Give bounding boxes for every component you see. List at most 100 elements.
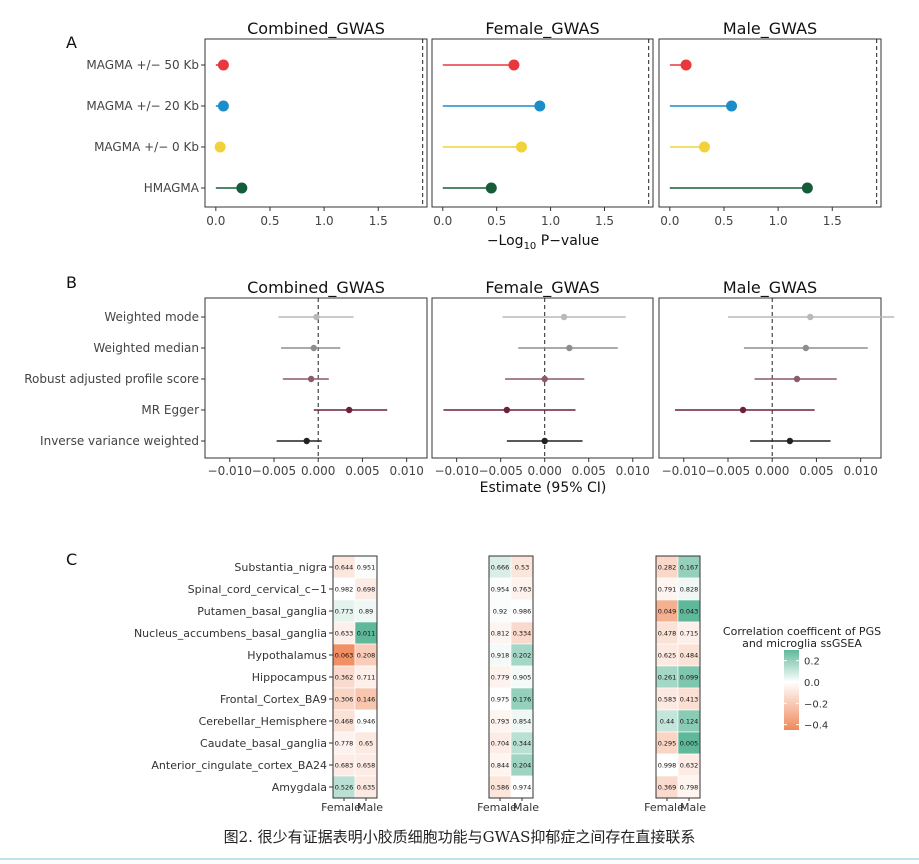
panel-a-x-tick-label: 0.5 xyxy=(487,214,506,228)
panel-c-row-label: Anterior_cingulate_cortex_BA24 xyxy=(151,759,327,772)
panel-a-x-tick-label: 1.5 xyxy=(369,214,388,228)
panel-a-y-tick-label: MAGMA +/− 50 Kb xyxy=(86,58,199,72)
panel-c-cell-p-value: 0.099 xyxy=(680,674,699,682)
panel-a-facet-frame xyxy=(431,38,654,208)
panel-c-cell-p-value: 0.586 xyxy=(491,784,510,792)
panel-c-cell-p-value: 0.704 xyxy=(491,740,510,748)
panel-c-row-label: Nucleus_accumbens_basal_ganglia xyxy=(134,627,327,640)
panel-c-cell-p-value: 0.683 xyxy=(335,762,354,770)
panel-b-estimate-point xyxy=(739,406,747,414)
panel-c-cell-p-value: 0.635 xyxy=(357,784,376,792)
panel-c-legend-title: Correlation coefficent of PGS xyxy=(723,625,881,638)
panel-c-legend-title: and microglia ssGSEA xyxy=(742,637,862,650)
panel-c-cell-p-value: 0.763 xyxy=(513,586,532,594)
panel-a-lollipop-point xyxy=(485,182,497,194)
panel-c-cell-p-value: 0.063 xyxy=(335,652,354,660)
panel-c-label: C xyxy=(66,550,77,569)
panel-b-facet-title: Combined_GWAS xyxy=(247,278,385,298)
panel-c-cell-p-value: 0.011 xyxy=(357,630,376,638)
panel-c-cell-p-value: 0.44 xyxy=(660,718,674,726)
panel-c-legend-tick-label: 0.0 xyxy=(804,678,820,689)
panel-a-lollipop-point xyxy=(534,100,546,112)
panel-a-x-tick-label: 0.5 xyxy=(260,214,279,228)
panel-a-x-tick-label: 1.5 xyxy=(595,214,614,228)
panel-b-x-tick-label: 0.005 xyxy=(799,464,833,478)
panel-c-cell-p-value: 0.583 xyxy=(658,696,677,704)
panel-b-x-tick-label: 0.010 xyxy=(843,464,877,478)
panel-c-cell-p-value: 0.208 xyxy=(357,652,376,660)
panel-b-y-tick-label: Weighted median xyxy=(93,341,199,355)
panel-c-cell-p-value: 0.951 xyxy=(357,564,376,572)
panel-c-cell-p-value: 0.92 xyxy=(493,608,507,616)
panel-c-row-label: Spinal_cord_cervical_c−1 xyxy=(188,583,327,596)
panel-a-facet-frame xyxy=(658,38,882,208)
panel-c-legend-tick-label: −0.2 xyxy=(804,699,828,710)
panel-b-x-tick-label: −0.005 xyxy=(478,464,522,478)
panel-b-estimate-point xyxy=(303,437,310,445)
panel-c-row-label: Amygdala xyxy=(272,781,327,794)
panel-c-cell-p-value: 0.698 xyxy=(357,586,376,594)
panel-a-lollipop-point xyxy=(236,182,248,194)
panel-b-estimate-point xyxy=(566,344,573,352)
panel-c-cell-p-value: 0.975 xyxy=(491,696,510,704)
panel-c-cell-p-value: 0.998 xyxy=(658,762,677,770)
panel-c-cell-p-value: 0.53 xyxy=(515,564,529,572)
panel-c-cell-p-value: 0.344 xyxy=(513,740,532,748)
panel-a-lollipop-point xyxy=(508,59,520,71)
panel-c-cell-p-value: 0.526 xyxy=(335,784,354,792)
panel-a-lollipop-point xyxy=(801,182,813,194)
panel-a-facet-title: Female_GWAS xyxy=(485,19,599,39)
panel-b-estimate-point xyxy=(793,375,801,383)
panel-c-cell-p-value: 0.049 xyxy=(658,608,677,616)
panel-b-x-tick-label: −0.010 xyxy=(434,464,478,478)
panel-a-lollipop-point xyxy=(217,100,229,112)
panel-c-cell-p-value: 0.954 xyxy=(491,586,510,594)
panel-a-x-tick-label: 1.5 xyxy=(823,214,842,228)
panel-b-estimate-point xyxy=(503,406,511,414)
panel-c-cell-p-value: 0.484 xyxy=(680,652,699,660)
panel-a-y-tick-label: MAGMA +/− 20 Kb xyxy=(86,99,199,113)
panel-c-cell-p-value: 0.282 xyxy=(658,564,677,572)
panel-c-cell-p-value: 0.666 xyxy=(491,564,510,572)
panel-c-row-label: Putamen_basal_ganglia xyxy=(197,605,327,618)
panel-c-cell-p-value: 0.793 xyxy=(491,718,510,726)
panel-b-estimate-point xyxy=(541,375,548,383)
panel-b-x-tick-label: −0.010 xyxy=(662,464,706,478)
panel-a-x-tick-label: 0.0 xyxy=(433,214,452,228)
panel-a-x-tick-label: 0.0 xyxy=(206,214,225,228)
panel-b-x-tick-label: 0.000 xyxy=(528,464,562,478)
panel-c-cell-p-value: 0.204 xyxy=(513,762,532,770)
panel-b-estimate-point xyxy=(560,313,568,321)
panel-c-legend-colorbar xyxy=(784,650,799,730)
panel-a-label: A xyxy=(66,33,77,52)
panel-a-x-tick-label: 0.5 xyxy=(714,214,733,228)
panel-a-facet-title: Male_GWAS xyxy=(723,19,817,39)
panel-b-facet-frame xyxy=(431,297,654,459)
panel-c-cell-p-value: 0.633 xyxy=(335,630,354,638)
panel-a-facet-title: Combined_GWAS xyxy=(247,19,385,39)
panel-b-x-axis-label: Estimate (95% CI) xyxy=(480,480,607,496)
panel-c-cell-p-value: 0.369 xyxy=(658,784,677,792)
panel-c-cell-p-value: 0.468 xyxy=(335,718,354,726)
panel-c-cell-p-value: 0.791 xyxy=(658,586,677,594)
panel-b-estimate-point xyxy=(345,406,353,414)
figure-canvas: A Combined_GWAS 0.0 0.5 1.0 1.5 Female_GWAS 0.0… xyxy=(24,19,895,814)
panel-a-x-tick-label: 1.0 xyxy=(541,214,560,228)
panel-b-x-tick-label: 0.010 xyxy=(616,464,650,478)
panel-c-cell-p-value: 0.773 xyxy=(335,608,354,616)
panel-c-cell-p-value: 0.306 xyxy=(335,696,354,704)
panel-c-cell-p-value: 0.715 xyxy=(680,630,699,638)
panel-b-facet-frame xyxy=(658,297,882,459)
panel-c-column-label: Male xyxy=(680,801,706,814)
panel-c-cell-p-value: 0.658 xyxy=(357,762,376,770)
panel-c-cell-p-value: 0.334 xyxy=(513,630,532,638)
panel-b-facet-title: Male_GWAS xyxy=(723,278,817,298)
panel-c-cell-p-value: 0.89 xyxy=(359,608,373,616)
panel-c-row-label: Cerebellar_Hemisphere xyxy=(199,715,328,728)
panel-b-facet-title: Female_GWAS xyxy=(485,278,599,298)
panel-c-row-label: Caudate_basal_ganglia xyxy=(200,737,327,750)
panel-c-cell-p-value: 0.65 xyxy=(359,740,373,748)
panel-a-facet-frame xyxy=(204,38,428,208)
panel-a-y-tick-label: HMAGMA xyxy=(144,181,200,195)
panel-c-cell-p-value: 0.854 xyxy=(513,718,532,726)
